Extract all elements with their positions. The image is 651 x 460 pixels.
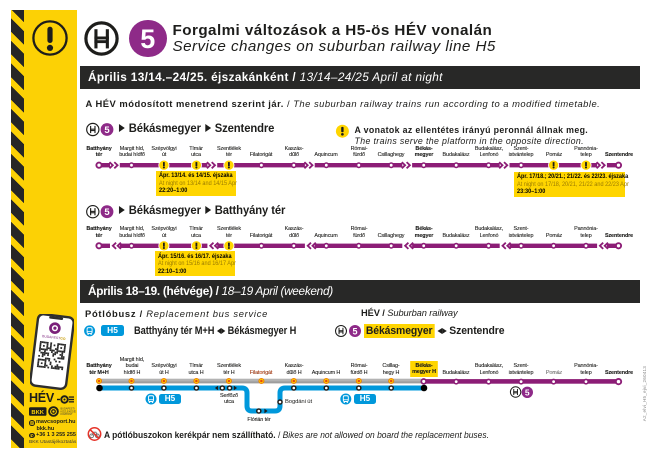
svg-text:BUDAPESTGO: BUDAPESTGO bbox=[42, 334, 66, 341]
svg-text:KÖZLEKEDÉSI: KÖZLEKEDÉSI bbox=[61, 410, 77, 413]
svg-text:5: 5 bbox=[104, 125, 110, 136]
svg-text:BUDAPESTI: BUDAPESTI bbox=[61, 408, 75, 411]
svg-text:KÖZPONT: KÖZPONT bbox=[61, 413, 74, 416]
svg-text:5: 5 bbox=[525, 387, 530, 397]
svg-text:BKK: BKK bbox=[31, 410, 44, 416]
svg-text:5: 5 bbox=[104, 207, 110, 218]
svg-text:5: 5 bbox=[352, 326, 357, 336]
